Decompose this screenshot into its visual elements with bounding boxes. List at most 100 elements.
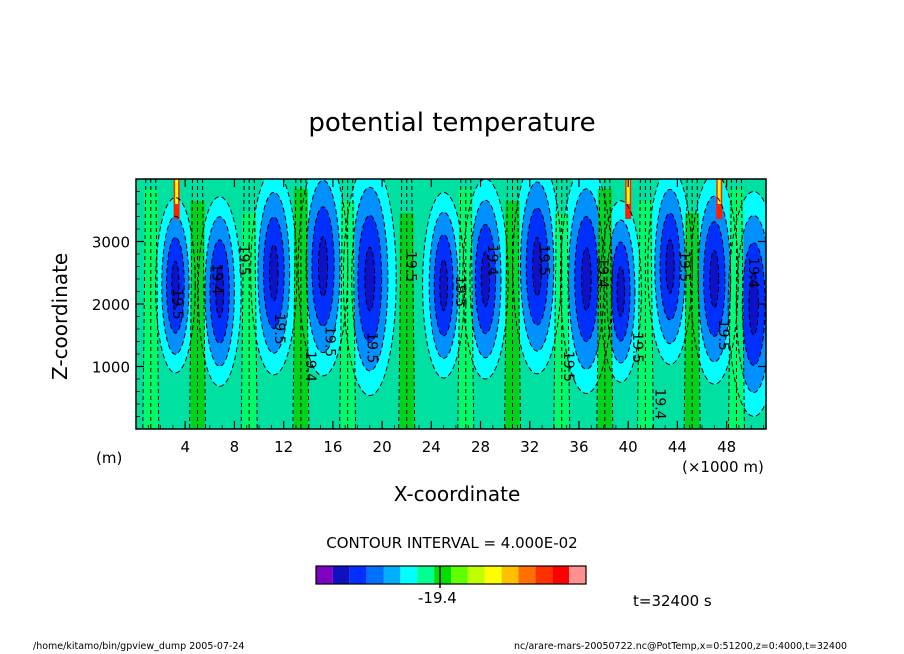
- x-tick-label: 32: [520, 438, 539, 456]
- contour-line: [665, 239, 675, 294]
- contour-line: [204, 216, 235, 367]
- contour-line: [581, 247, 592, 311]
- contour-line: [317, 236, 329, 297]
- contour-line: [357, 214, 383, 344]
- contour-line: [532, 236, 543, 297]
- x-tick-label: 4: [180, 438, 190, 456]
- contour-line: [257, 191, 291, 354]
- contour-label: 19.5: [560, 351, 576, 382]
- x-tick-label: 12: [274, 438, 293, 456]
- contour-label: 19.4: [651, 388, 667, 419]
- contour-line: [480, 251, 491, 307]
- y-tick-label: 1000: [92, 359, 130, 377]
- colorbar-swatch: [417, 566, 435, 584]
- contour-line: [269, 244, 279, 302]
- plume-layer: [364, 247, 375, 311]
- contour-field: [143, 179, 766, 429]
- plume-layer: [215, 265, 224, 318]
- colorbar-swatch: [501, 566, 519, 584]
- colorbar-swatch: [535, 566, 553, 584]
- x-tick-label: 44: [668, 438, 687, 456]
- colorbar-swatch: [518, 566, 536, 584]
- plume-layer: [532, 237, 542, 296]
- contour-line: [689, 179, 739, 385]
- contour-line: [606, 219, 636, 364]
- y-tick-label: 2000: [92, 296, 130, 314]
- contour-label: 19.5: [271, 313, 287, 344]
- x-tick-label: 8: [230, 438, 240, 456]
- contour-line: [709, 249, 720, 309]
- chart-title: potential temperature: [308, 108, 596, 138]
- plume-layer: [749, 273, 759, 335]
- colorbar-label: -19.4: [418, 589, 457, 607]
- time-stamp: t=32400 s: [633, 592, 712, 610]
- contour-line: [525, 207, 549, 326]
- contour-line: [616, 266, 626, 317]
- colorbar-swatch: [552, 566, 570, 584]
- footer-right: nc/arare-mars-20050722.nc@PotTemp,x=0:51…: [514, 641, 848, 652]
- colorbar-swatch: [383, 566, 401, 584]
- x-tick-label: 28: [471, 438, 490, 456]
- x-tick-label: 24: [422, 438, 441, 456]
- colorbar: [315, 565, 587, 588]
- contour-line: [311, 206, 335, 327]
- contour-line: [611, 241, 631, 342]
- contour-label: 19.5: [536, 245, 552, 276]
- contour-interval: CONTOUR INTERVAL = 4.000E-02: [326, 534, 578, 552]
- hot-spot-core: [175, 179, 179, 204]
- contour-line: [262, 216, 285, 329]
- colorbar-swatch: [569, 566, 586, 584]
- x-unit-label: (×1000 m): [682, 458, 764, 476]
- y-tick-label: 3000: [92, 234, 130, 252]
- contour-line: [469, 199, 502, 359]
- contour-line: [519, 181, 555, 352]
- contour-line: [197, 196, 242, 387]
- x-axis: 4 8 12 16 20 24 28 32 36 40 44 48: [135, 179, 764, 456]
- contour-line: [165, 236, 185, 334]
- contour-line: [342, 179, 397, 396]
- plume-layer: [709, 250, 719, 308]
- colorbar-swatch: [451, 566, 468, 584]
- contour-line: [364, 246, 376, 312]
- plume-layer: [171, 261, 180, 310]
- plume-layer: [481, 251, 490, 307]
- colorbar-swatch: [332, 566, 350, 584]
- contour-label: 19.5: [676, 251, 692, 282]
- contour-line: [215, 265, 225, 318]
- contour-label: 19.5: [169, 288, 185, 319]
- x-tick-label: 36: [569, 438, 588, 456]
- contour-line: [305, 179, 341, 354]
- colorbar-swatch: [434, 566, 451, 584]
- contour-line: [568, 188, 605, 370]
- contour-lines: [142, 179, 766, 429]
- contour-line: [171, 260, 180, 310]
- contour-label: 19.5: [452, 276, 468, 307]
- contour-line: [599, 200, 642, 383]
- contour-line: [250, 179, 298, 376]
- x-tick-label: 40: [619, 438, 638, 456]
- colorbar-frame: [315, 565, 587, 585]
- contour-line: [351, 186, 389, 372]
- footer-left: /home/kitamo/bin/gpview_dump 2005-07-24: [33, 641, 245, 652]
- contour-line: [439, 259, 448, 312]
- contour-line: [422, 191, 466, 379]
- plume-layer: [665, 239, 675, 294]
- colorbar-swatch: [484, 566, 502, 584]
- plume-layer: [269, 244, 279, 301]
- hot-spot-core: [717, 179, 721, 204]
- colorbar-swatch: [316, 566, 333, 584]
- contour-label: 19.5: [715, 320, 731, 351]
- contour-label: 19.5: [363, 332, 379, 363]
- contour-line: [155, 197, 196, 374]
- plume-layer: [318, 236, 328, 297]
- contour-label: 19.5: [629, 332, 645, 363]
- hot-spot-core: [626, 179, 630, 204]
- contour-label: 19.5: [403, 251, 419, 282]
- contour-line: [161, 215, 190, 355]
- y-unit-label: (m): [96, 449, 123, 467]
- plume-layer: [617, 266, 625, 317]
- x-tick-label: 48: [717, 438, 736, 456]
- contour-line: [209, 239, 230, 344]
- contour-labels: 19.519.419.519.519.419.5 19.519.519.519.4…: [169, 245, 761, 420]
